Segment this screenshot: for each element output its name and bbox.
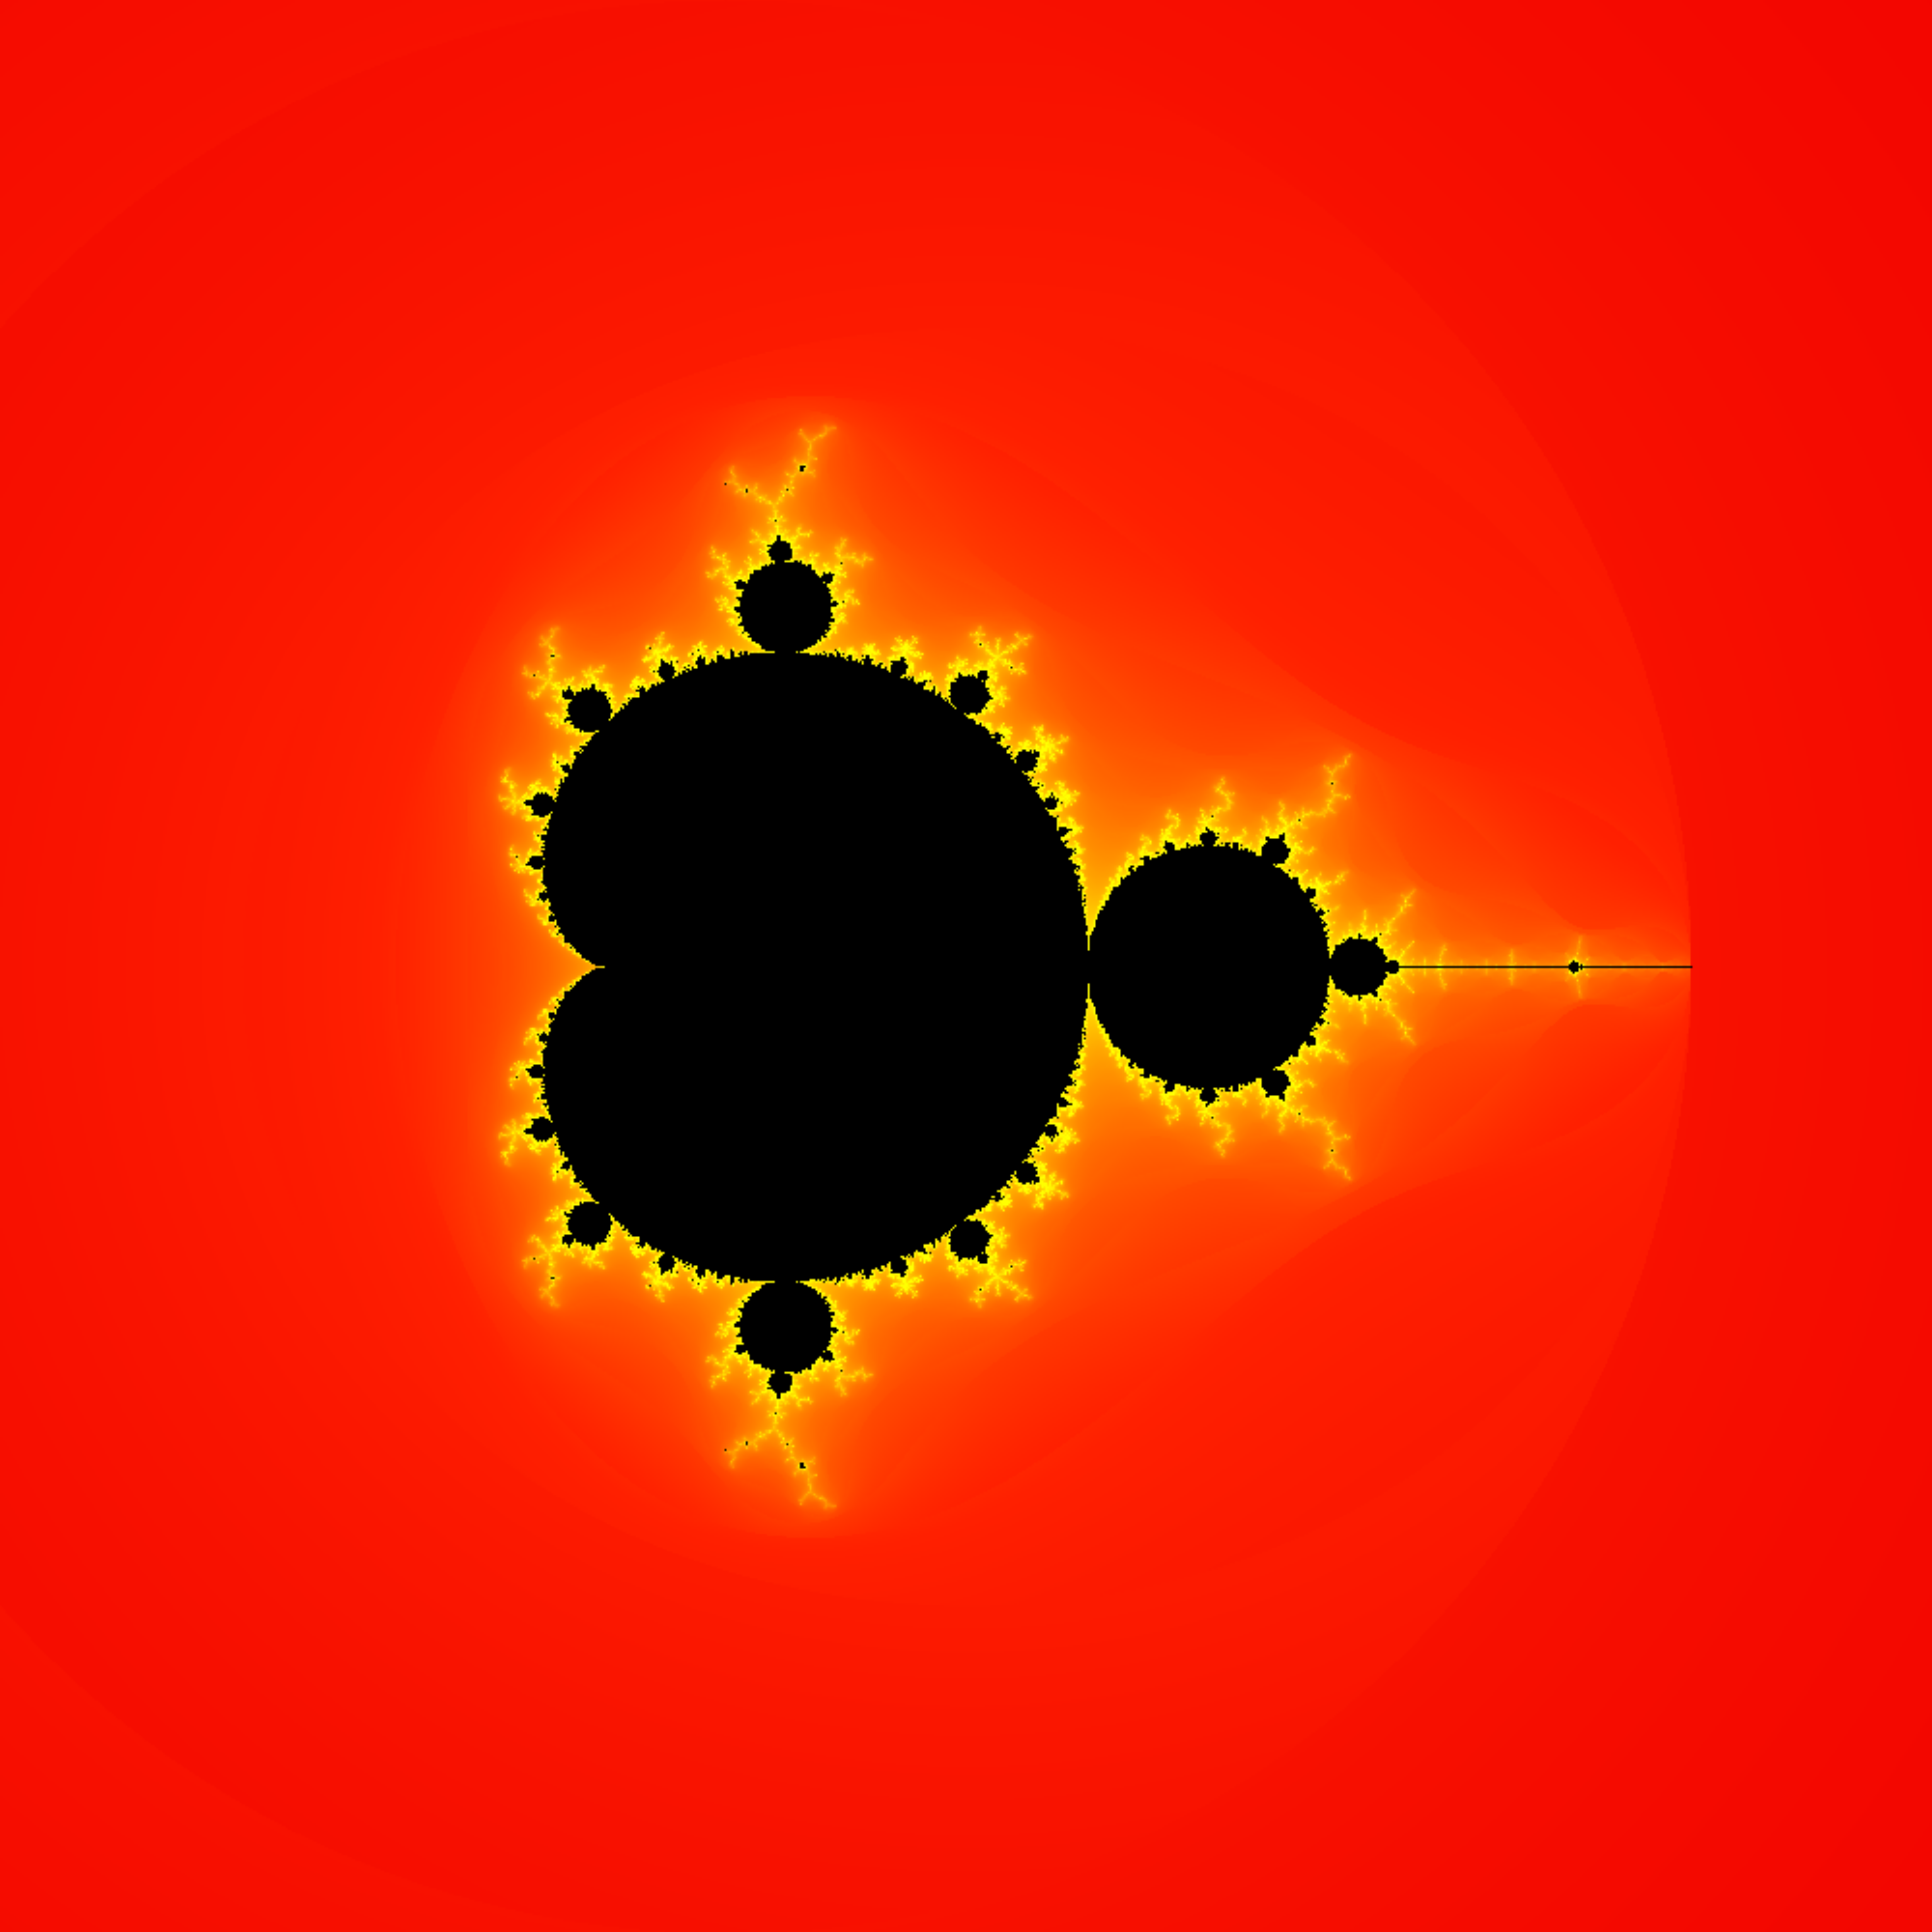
fractal-image (0, 0, 1932, 1932)
mandelbrot-canvas (0, 0, 1932, 1932)
